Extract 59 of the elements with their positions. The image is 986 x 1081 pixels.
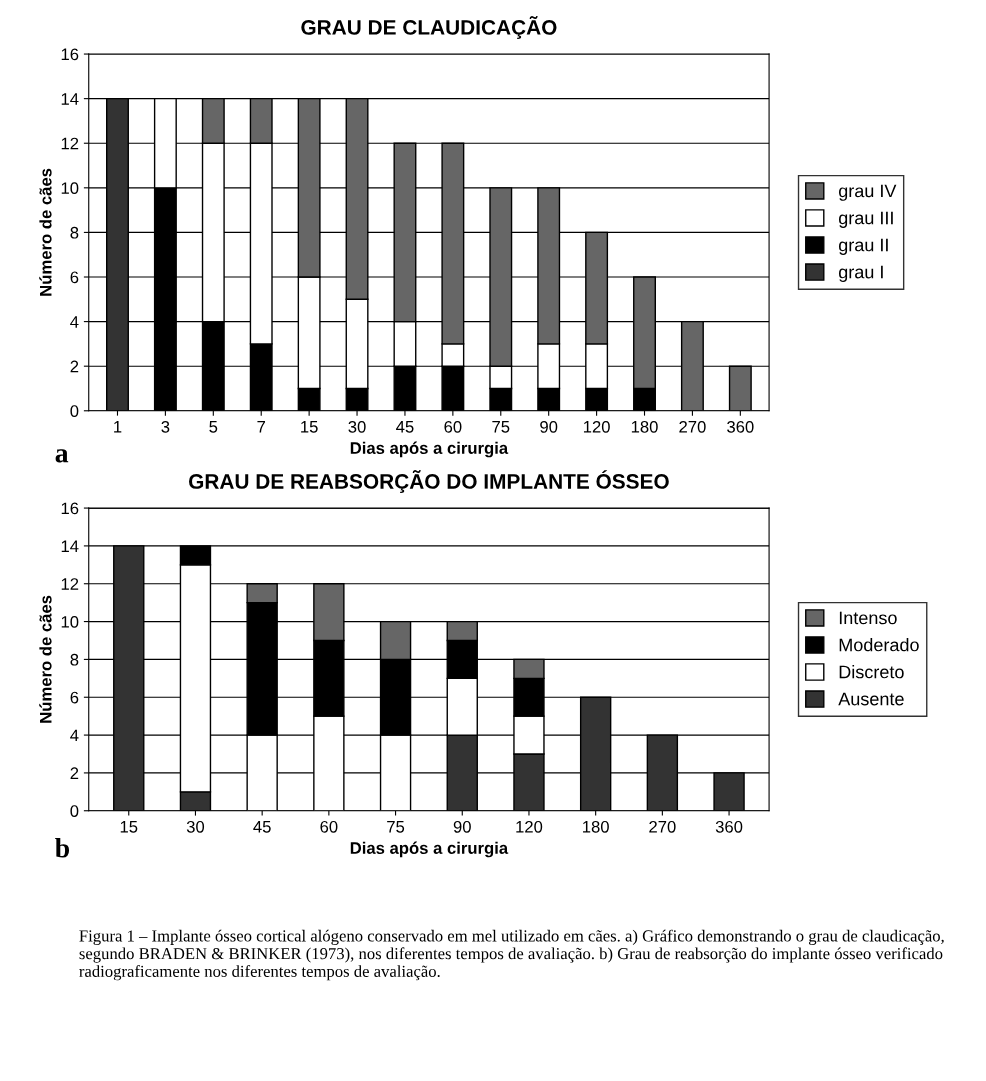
y-tick-label: 14 [61,93,79,105]
x-tick-label: 60 [444,420,462,433]
y-axis-title: Número de cães [39,595,52,723]
y-tick-label: 2 [70,767,79,779]
text: b [55,837,70,858]
chart-title: GRAU DE REABSORÇÃO DO IMPLANTE ÓSSEO [189,470,669,493]
y-axis-title: Número de cães [39,168,52,296]
x-tick-label: 360 [715,820,743,833]
legend-label: grau IV [839,184,897,201]
x-tick-label: 45 [253,821,271,833]
y-tick-label: 4 [70,729,79,742]
legend-label: Discreto [839,665,904,679]
y-tick-label: 16 [61,48,79,61]
text: Figura 1 – Implante ósseo cortical alógeno conservado em mel utilizado em cães. a) Gráfico demonstrando o grau de claudicação, segundo BRADEN & BRINKER (1973), nos diferentes tempos de avaliação. b) Grau de reabsorção do implante ósseo verificado radiograficamente nos diferentes tempos de avaliação. [79,929,944,981]
x-tick-label: 30 [348,420,366,433]
x-tick-label: 15 [120,821,138,833]
x-tick-label: 90 [540,420,558,433]
x-tick-label: 75 [492,421,510,433]
y-tick-label: 10 [61,615,79,628]
y-tick-label: 6 [70,271,79,284]
x-tick-label: 270 [679,420,706,433]
x-tick-label: 5 [209,421,218,433]
x-tick-label: 45 [396,421,414,433]
legend-label: Intenso [839,611,897,625]
legend-label: grau II [839,238,888,255]
x-tick-label: 180 [631,420,658,433]
x-tick-label: 7 [257,421,266,433]
x-tick-label: 90 [453,820,471,833]
legend-label: grau III [839,211,893,228]
x-tick-label: 180 [583,820,609,833]
x-tick-label: 360 [727,420,754,433]
y-tick-label: 6 [70,691,79,704]
y-tick-label: 14 [61,540,79,552]
legend-label: grau I [839,265,883,282]
y-tick-label: 0 [70,805,79,817]
chart-title: GRAU DE CLAUDICAÇÃO [301,16,557,39]
y-tick-label: 8 [70,226,79,239]
legend-label: Ausente [838,692,904,706]
y-tick-label: 2 [70,360,79,373]
x-tick-label: 75 [387,821,405,833]
y-tick-label: 4 [70,316,79,328]
y-tick-label: 12 [61,578,79,590]
x-axis-title: Dias após a cirurgia [350,841,509,858]
x-axis-title: Dias após a cirurgia [350,441,509,458]
text: a [55,449,69,463]
x-tick-label: 120 [583,420,610,433]
x-tick-label: 1 [114,421,122,433]
x-tick-label: 30 [186,820,205,833]
y-tick-label: 8 [70,653,79,666]
y-tick-label: 12 [61,137,79,150]
x-tick-label: 270 [649,820,676,833]
y-tick-label: 10 [61,182,79,195]
x-tick-label: 120 [516,820,543,833]
y-tick-label: 0 [70,405,79,417]
legend-label: Moderado [839,638,919,652]
y-tick-label: 16 [61,502,79,515]
x-tick-label: 60 [320,820,338,833]
x-tick-label: 3 [161,420,170,433]
x-tick-label: 15 [301,421,318,433]
